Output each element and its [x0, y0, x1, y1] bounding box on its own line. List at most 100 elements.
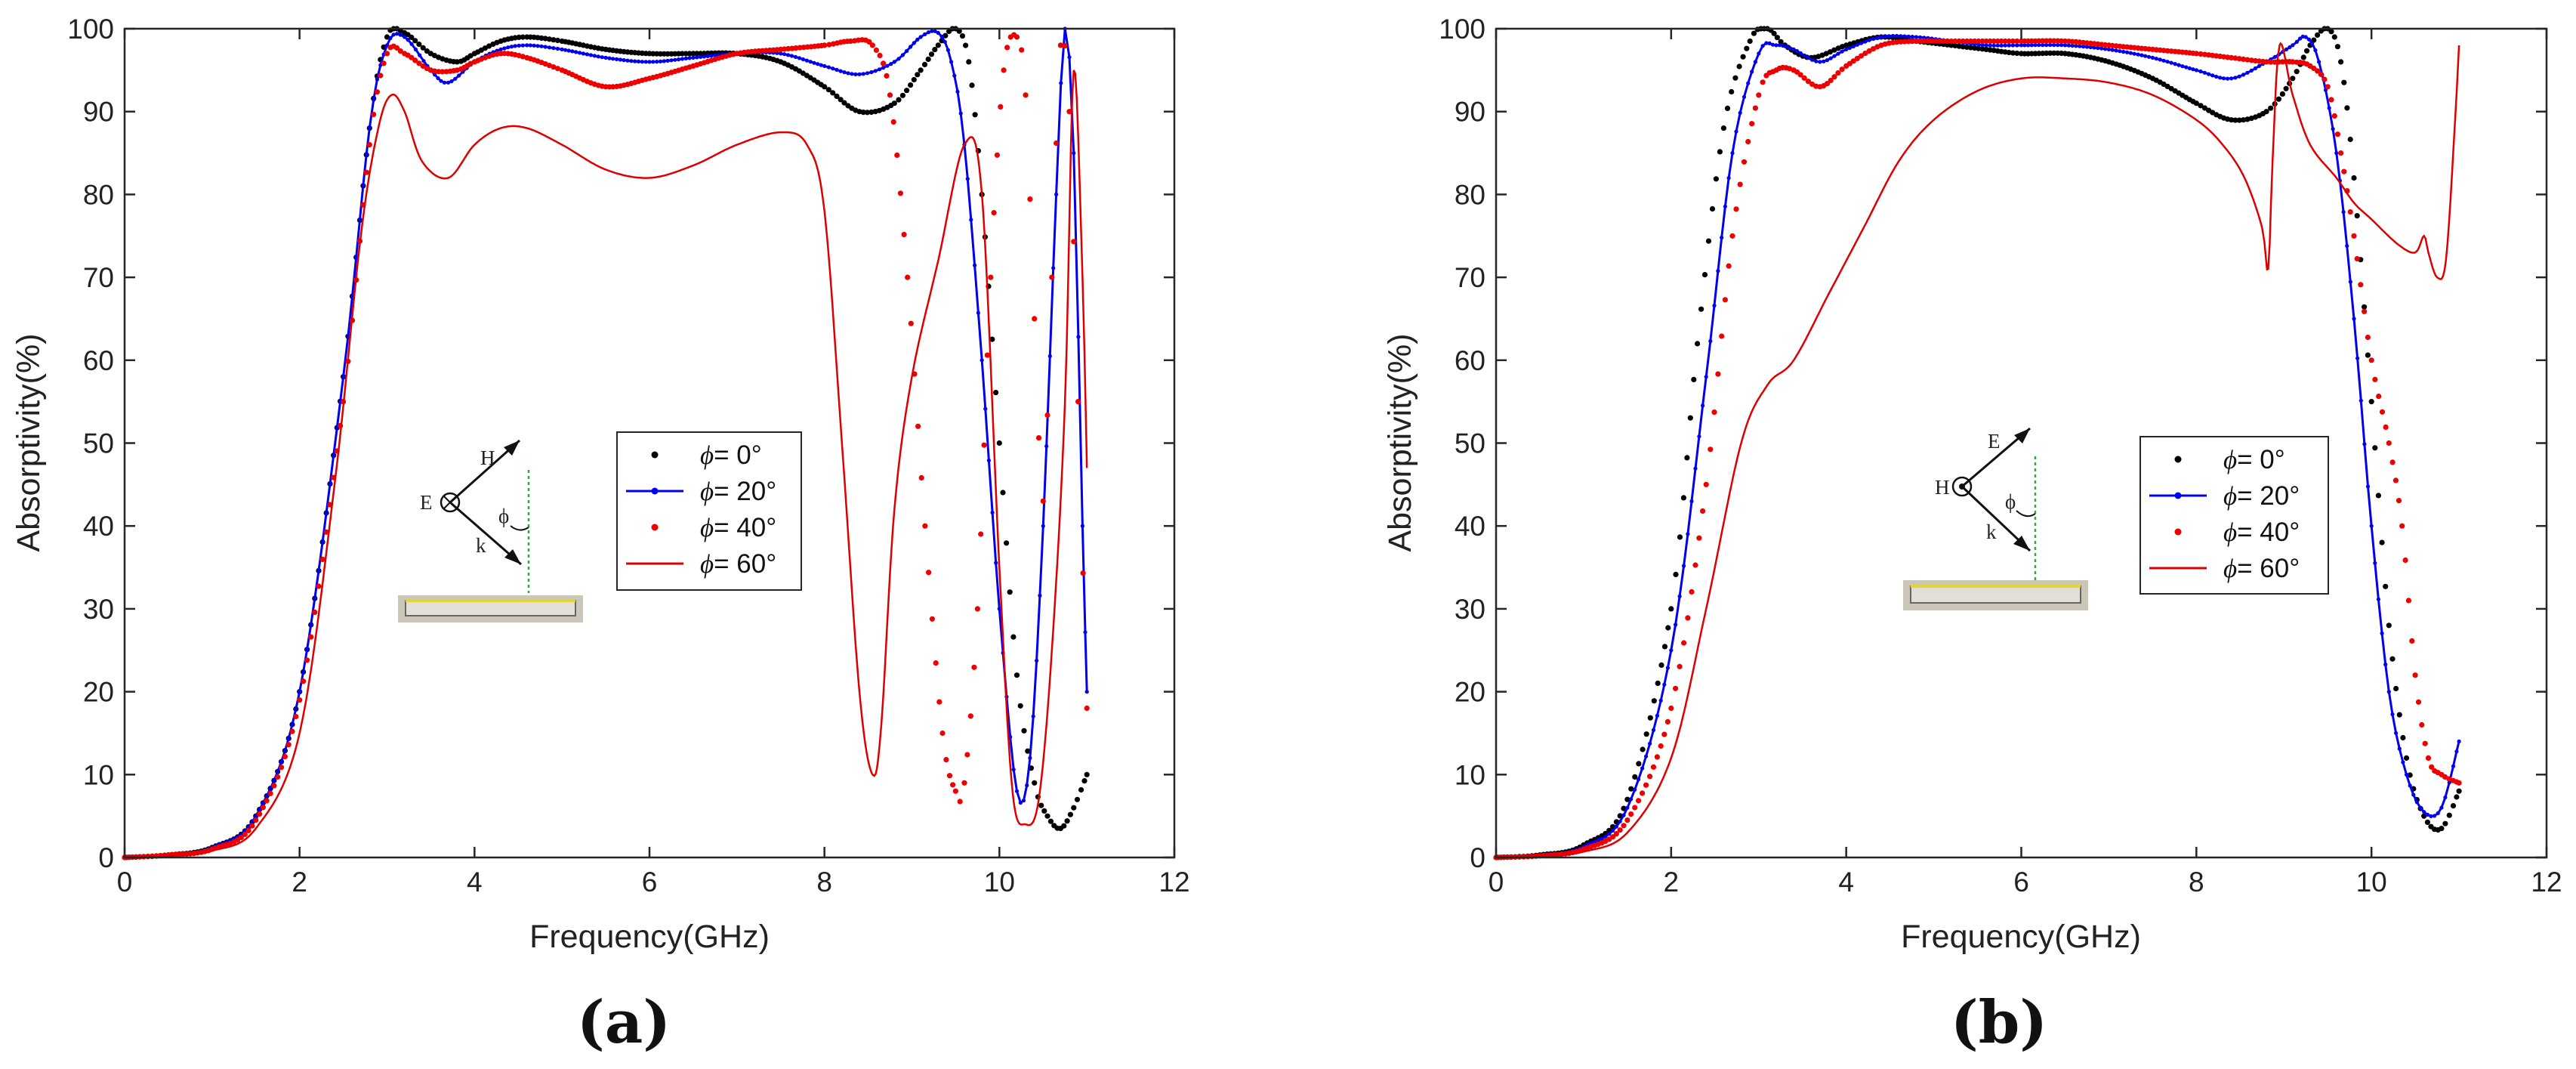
data-point — [884, 73, 890, 79]
data-point — [908, 82, 914, 88]
data-point — [1067, 55, 1072, 60]
data-point — [2253, 66, 2258, 70]
data-point — [952, 73, 957, 78]
data-point — [993, 390, 999, 396]
data-point — [1835, 45, 1841, 51]
data-point — [1749, 121, 1755, 127]
data-point — [2442, 774, 2448, 780]
data-point — [691, 55, 696, 60]
plot-area — [1496, 29, 2547, 857]
data-point — [1618, 819, 1622, 823]
data-point — [808, 60, 813, 64]
data-point — [1716, 269, 1720, 273]
data-point — [2439, 805, 2444, 810]
legend-label: ϕ= 20° — [700, 477, 776, 506]
data-point — [1764, 41, 1769, 45]
data-point — [1624, 796, 1630, 802]
data-point — [922, 523, 928, 529]
data-point — [890, 119, 896, 125]
data-point — [789, 54, 794, 58]
data-point — [600, 55, 604, 60]
legend-entry: ϕ= 20° — [2149, 481, 2300, 511]
data-point — [873, 69, 878, 73]
data-point — [904, 88, 910, 94]
data-point — [2268, 59, 2274, 65]
data-point — [935, 42, 941, 48]
data-point — [785, 53, 791, 57]
data-point — [926, 30, 931, 35]
data-point — [1049, 274, 1055, 280]
data-point — [1839, 66, 1845, 73]
series-line — [125, 70, 1088, 859]
legend-value: = 40° — [2237, 518, 2300, 547]
data-point — [2418, 805, 2423, 810]
data-point — [831, 66, 835, 71]
data-point — [509, 45, 514, 49]
data-point — [1658, 662, 1664, 669]
data-point — [2315, 32, 2321, 39]
data-point — [2184, 65, 2189, 70]
data-point — [1000, 490, 1006, 496]
data-point — [1668, 606, 1674, 612]
data-point — [1967, 45, 1974, 51]
data-point — [998, 104, 1004, 110]
data-point — [1632, 805, 1638, 811]
data-point — [1778, 39, 1784, 45]
data-point — [2447, 780, 2451, 785]
x-tick-label: 4 — [1838, 867, 1854, 898]
data-point — [950, 782, 956, 788]
x-tick-label: 12 — [1158, 867, 1189, 898]
data-point — [1787, 66, 1793, 72]
data-point — [2365, 484, 2371, 489]
data-point — [2044, 50, 2050, 56]
data-point — [942, 39, 947, 45]
data-point — [687, 56, 692, 60]
data-point — [2158, 57, 2162, 62]
data-point — [2180, 64, 2185, 69]
data-point — [1818, 60, 1822, 64]
data-point — [1859, 41, 1864, 45]
data-point — [357, 218, 362, 222]
data-point — [275, 774, 281, 780]
data-point — [1684, 455, 1690, 461]
inset-label-left: H — [1935, 476, 1950, 499]
data-point — [1730, 151, 1735, 156]
data-point — [1810, 57, 1815, 62]
data-point — [253, 817, 259, 823]
data-point — [699, 54, 703, 59]
data-point — [2451, 764, 2456, 768]
data-point — [1723, 204, 1727, 209]
data-point — [2257, 63, 2262, 68]
data-point — [1640, 746, 1646, 752]
data-point — [1905, 39, 1911, 45]
data-point — [896, 97, 902, 103]
data-point — [1004, 45, 1010, 51]
data-point — [2236, 56, 2242, 62]
data-point — [1083, 630, 1087, 635]
data-point — [2369, 524, 2374, 528]
y-tick-label: 0 — [1470, 842, 1485, 873]
data-point — [933, 29, 937, 33]
data-point — [2334, 151, 2339, 156]
y-tick-label: 50 — [83, 428, 114, 459]
data-point — [842, 70, 847, 75]
data-point — [959, 33, 966, 39]
legend-value: = 0° — [714, 440, 762, 470]
data-point — [905, 274, 911, 280]
data-point — [1936, 38, 1942, 44]
data-point — [826, 42, 832, 48]
data-point — [449, 79, 454, 84]
y-tick-label: 50 — [1455, 428, 1485, 459]
data-point — [956, 28, 962, 34]
data-point — [1729, 233, 1735, 239]
data-point — [361, 183, 366, 187]
data-point — [1824, 81, 1831, 87]
data-point — [261, 801, 265, 805]
data-point — [272, 778, 276, 783]
data-point — [835, 67, 839, 72]
data-point — [869, 70, 874, 75]
data-point — [2241, 117, 2247, 123]
angle-arc-icon — [2016, 510, 2036, 518]
data-point — [1733, 206, 1739, 212]
legend-entry: ϕ= 0° — [651, 440, 762, 470]
